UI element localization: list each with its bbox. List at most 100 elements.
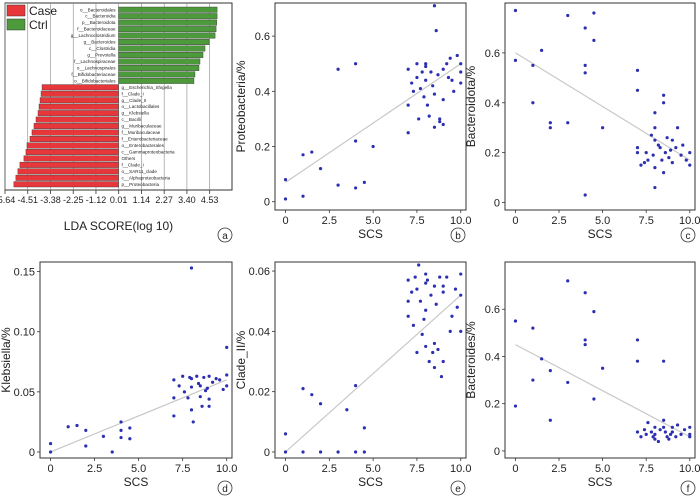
- data-point: [207, 397, 211, 401]
- bar-label: f__Lachnospiraceae: [74, 59, 116, 64]
- data-point: [336, 67, 340, 71]
- data-point: [668, 432, 673, 436]
- data-point: [441, 67, 445, 71]
- data-point: [642, 428, 647, 432]
- data-point: [668, 148, 673, 152]
- data-point: [651, 153, 655, 157]
- x-tick-label: 5.0: [131, 463, 146, 475]
- data-point: [653, 185, 657, 190]
- panel-badge-circle: [680, 480, 696, 496]
- data-point: [649, 133, 654, 137]
- data-point: [128, 437, 132, 441]
- data-point: [592, 397, 596, 401]
- data-point: [362, 426, 366, 430]
- data-point: [455, 305, 459, 309]
- y-tick-label: 0.4: [255, 86, 270, 98]
- panel-letter: c: [686, 231, 691, 242]
- panel-letter: e: [455, 484, 461, 495]
- panel-f: 0 2.5 5.0 7.5 10.0 0 0.2 0.4 0.6 SCS Bacteroides/%…: [464, 261, 700, 496]
- x-tick-label: 2.5: [87, 463, 102, 475]
- data-point: [66, 425, 70, 429]
- bar-label: g__Muribaculaceae: [122, 124, 163, 129]
- data-point: [101, 434, 106, 438]
- lda-bar: [118, 58, 201, 65]
- bar-label: g__Bacteroides: [84, 40, 117, 45]
- lda-bar: [118, 32, 216, 39]
- data-point: [415, 75, 419, 80]
- data-point: [432, 284, 437, 288]
- data-point: [406, 103, 410, 107]
- data-point: [662, 418, 666, 422]
- data-point: [432, 365, 437, 370]
- lda-bar: [40, 90, 119, 97]
- data-point: [48, 441, 53, 446]
- data-point: [172, 378, 176, 382]
- data-point: [445, 275, 449, 279]
- x-tick-label: 7.5: [639, 463, 654, 475]
- data-point: [656, 143, 660, 147]
- data-point: [336, 183, 340, 187]
- data-point: [566, 121, 570, 125]
- data-point: [119, 420, 123, 424]
- data-point: [653, 111, 657, 115]
- lda-bar: [26, 142, 119, 149]
- data-point: [429, 293, 433, 297]
- data-point: [438, 117, 442, 121]
- data-point: [651, 435, 655, 439]
- bar-label: o__SAR11_clade: [122, 169, 158, 174]
- data-point: [441, 122, 445, 127]
- data-point: [513, 8, 518, 13]
- data-point: [189, 377, 194, 381]
- data-point: [646, 158, 650, 162]
- data-point: [548, 418, 552, 422]
- data-point: [649, 430, 654, 434]
- panel-badge-circle: [450, 227, 466, 243]
- lda-bar: [118, 45, 206, 52]
- data-point: [431, 84, 435, 88]
- data-point: [653, 425, 657, 429]
- lda-bar: [41, 84, 119, 91]
- x-tick-label: 7.5: [409, 215, 424, 227]
- data-point: [452, 89, 456, 93]
- panel-badge-circle: [450, 480, 466, 496]
- data-point: [301, 153, 305, 157]
- x-tick-label: 7.5: [639, 215, 654, 227]
- data-point: [119, 435, 123, 440]
- data-point: [653, 437, 657, 441]
- data-point: [688, 432, 692, 436]
- data-point: [438, 275, 442, 279]
- data-point: [283, 178, 288, 182]
- lda-bar: [118, 71, 196, 78]
- y-tick-label: 0.2: [485, 399, 500, 411]
- data-point: [203, 389, 208, 393]
- data-point: [635, 338, 640, 342]
- data-point: [642, 161, 647, 165]
- x-tick-label: 0: [282, 463, 288, 475]
- y-tick-label: 0.02: [249, 387, 270, 399]
- data-point: [682, 428, 687, 432]
- data-point: [436, 73, 440, 77]
- lda-bar: [31, 129, 119, 136]
- data-point: [177, 384, 181, 388]
- x-tick-label: 2.5: [322, 463, 337, 475]
- data-point: [225, 373, 229, 377]
- bar-label: f__Clade_I: [122, 162, 144, 167]
- regression-line: [285, 63, 462, 183]
- data-point: [635, 430, 640, 434]
- y-tick-label: 0: [494, 198, 500, 210]
- x-tick-label: 10.0: [450, 463, 471, 475]
- data-point: [211, 380, 215, 384]
- data-point: [450, 314, 454, 318]
- data-point: [453, 287, 458, 291]
- data-point: [583, 291, 587, 295]
- data-point: [110, 450, 114, 454]
- data-point: [665, 136, 669, 140]
- data-point: [411, 323, 416, 327]
- data-point: [181, 374, 185, 378]
- bar-label: c__Bacteroidia: [85, 14, 116, 19]
- data-point: [225, 345, 229, 349]
- data-point: [436, 347, 440, 352]
- data-point: [566, 380, 570, 385]
- x-tick-label: 0: [512, 463, 518, 475]
- data-point: [406, 278, 410, 282]
